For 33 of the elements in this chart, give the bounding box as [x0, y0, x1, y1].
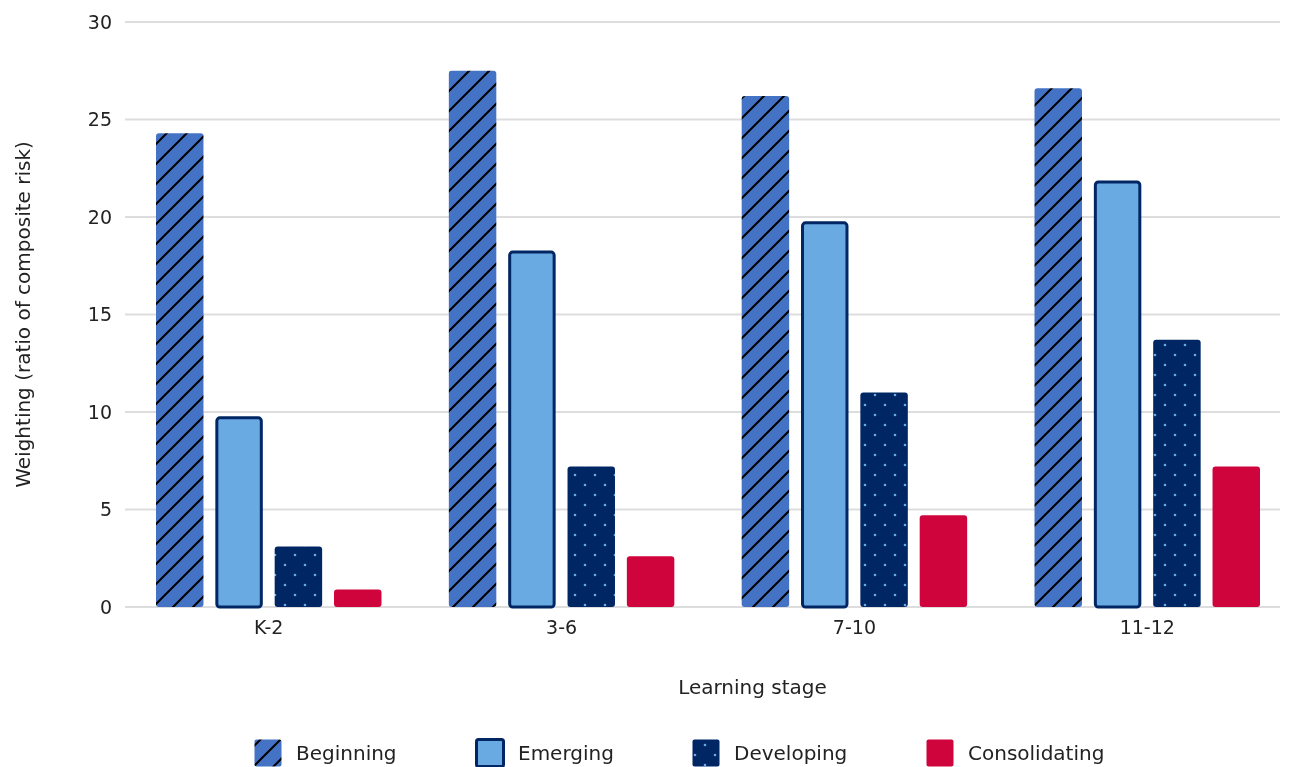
- x-tick-label: 7-10: [832, 616, 876, 639]
- y-tick-label: 20: [87, 205, 112, 228]
- bar: [741, 96, 790, 607]
- bar: [567, 466, 615, 607]
- bar: [448, 70, 497, 607]
- bar: [1034, 88, 1082, 607]
- y-tick-label: 5: [99, 498, 112, 521]
- y-tick-label: 10: [87, 400, 112, 423]
- x-tick-label: 3-6: [546, 616, 578, 639]
- legend-label: Beginning: [296, 741, 397, 765]
- x-axis-title: Learning stage: [678, 675, 827, 699]
- bar: [334, 589, 382, 607]
- x-tick-label: 11-12: [1119, 616, 1175, 639]
- y-tick-label: 0: [99, 595, 112, 618]
- bar: [156, 133, 204, 607]
- bar: [626, 556, 675, 607]
- bar: [1212, 466, 1260, 607]
- bar: [1093, 180, 1142, 609]
- bar: [919, 515, 968, 607]
- bar: [508, 250, 556, 609]
- bar: [1153, 339, 1201, 607]
- bar: [801, 221, 849, 609]
- bar: [860, 392, 908, 607]
- x-tick-label: K-2: [254, 616, 284, 639]
- bar: [215, 416, 263, 609]
- y-tick-label: 30: [87, 10, 112, 33]
- y-tick-label: 25: [87, 108, 112, 131]
- legend-label: Consolidating: [968, 741, 1105, 765]
- legend-label: Developing: [734, 741, 848, 765]
- bar: [274, 546, 323, 607]
- y-axis-title: Weighting (ratio of composite risk): [11, 141, 35, 488]
- legend-label: Emerging: [518, 741, 614, 765]
- y-tick-label: 15: [87, 303, 112, 326]
